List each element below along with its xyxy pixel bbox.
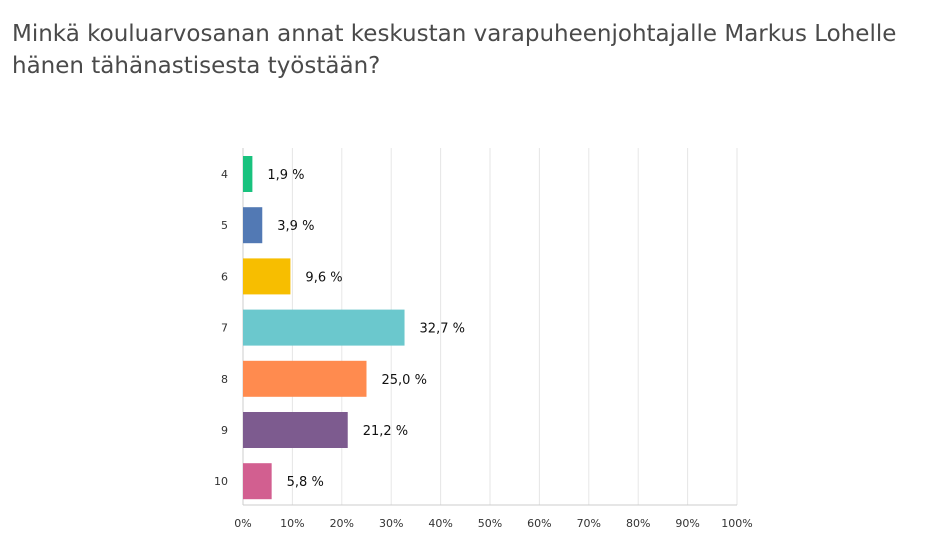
- x-tick-label: 40%: [428, 517, 452, 530]
- category-label: 4: [221, 168, 228, 181]
- bar: [243, 258, 291, 295]
- category-label: 6: [221, 270, 228, 283]
- x-tick-label: 60%: [527, 517, 551, 530]
- data-label: 32,7 %: [420, 322, 465, 337]
- chart-title: Minkä kouluarvosanan annat keskustan var…: [12, 21, 897, 79]
- x-tick-label: 30%: [379, 517, 403, 530]
- data-label: 9,6 %: [305, 270, 342, 285]
- x-tick-label: 20%: [330, 517, 354, 530]
- x-tick-label: 80%: [626, 517, 650, 530]
- category-label: 8: [221, 373, 228, 386]
- data-label: 1,9 %: [267, 168, 304, 183]
- bar: [243, 412, 348, 448]
- category-label: 5: [221, 219, 228, 232]
- x-tick-label: 50%: [478, 517, 502, 530]
- bar: [243, 309, 405, 346]
- bar: [243, 463, 272, 500]
- data-label: 21,2 %: [363, 424, 408, 439]
- bar: [243, 207, 263, 244]
- category-label: 10: [214, 475, 228, 488]
- bar: [243, 360, 367, 397]
- data-label: 25,0 %: [382, 373, 427, 388]
- category-label: 7: [221, 322, 228, 335]
- x-tick-label: 70%: [577, 517, 601, 530]
- data-label: 3,9 %: [277, 219, 314, 234]
- x-tick-label: 0%: [234, 517, 251, 530]
- category-label: 9: [221, 424, 228, 437]
- bar: [243, 156, 253, 192]
- x-tick-label: 10%: [280, 517, 304, 530]
- data-label: 5,8 %: [287, 475, 324, 490]
- x-tick-label: 100%: [721, 517, 752, 530]
- x-tick-label: 90%: [675, 517, 699, 530]
